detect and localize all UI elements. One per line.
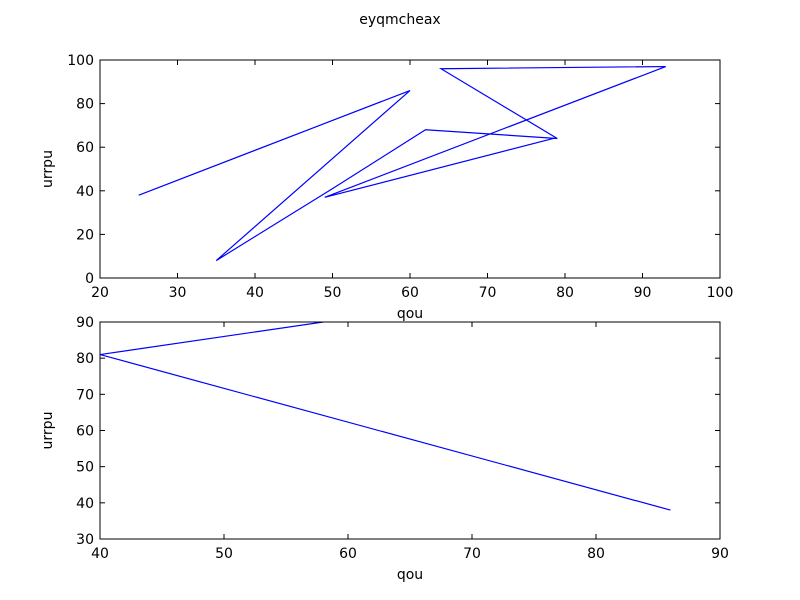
y-tick-label: 0: [85, 271, 94, 287]
x-tick-label: 30: [169, 285, 187, 301]
y-tick-label: 40: [76, 496, 94, 512]
x-axis-label: qou: [397, 306, 423, 322]
y-tick-label: 100: [67, 53, 94, 69]
figure-title: eyqmcheax: [359, 12, 440, 28]
x-tick-label: 70: [463, 546, 481, 562]
plot-frame: [99, 321, 721, 540]
x-tick-label: 100: [707, 285, 734, 301]
series-line-0: [100, 322, 671, 511]
x-tick-label: 50: [215, 546, 233, 562]
y-tick-label: 50: [76, 460, 94, 476]
y-tick-label: 80: [76, 97, 94, 113]
x-tick-label: 60: [401, 285, 419, 301]
x-tick-label: 60: [339, 546, 357, 562]
y-tick-label: 30: [76, 532, 94, 548]
x-tick-label: 80: [556, 285, 574, 301]
x-axis-label: qou: [397, 567, 423, 583]
y-tick-label: 60: [76, 424, 94, 440]
y-tick-label: 70: [76, 387, 94, 403]
x-tick-label: 90: [711, 546, 729, 562]
x-tick-label: 80: [587, 546, 605, 562]
x-tick-label: 90: [634, 285, 652, 301]
x-tick-label: 40: [246, 285, 264, 301]
y-axis-label: urrpu: [40, 412, 56, 450]
series-line-0: [138, 65, 666, 262]
plot-frame: [99, 59, 721, 279]
x-tick-label: 50: [324, 285, 342, 301]
y-tick-label: 40: [76, 184, 94, 200]
y-tick-label: 80: [76, 351, 94, 367]
y-tick-label: 60: [76, 140, 94, 156]
x-tick-label: 20: [91, 285, 109, 301]
x-tick-label: 70: [479, 285, 497, 301]
y-tick-label: 20: [76, 227, 94, 243]
x-tick-label: 40: [91, 546, 109, 562]
y-axis-label: urrpu: [40, 150, 56, 188]
y-tick-label: 90: [76, 315, 94, 331]
